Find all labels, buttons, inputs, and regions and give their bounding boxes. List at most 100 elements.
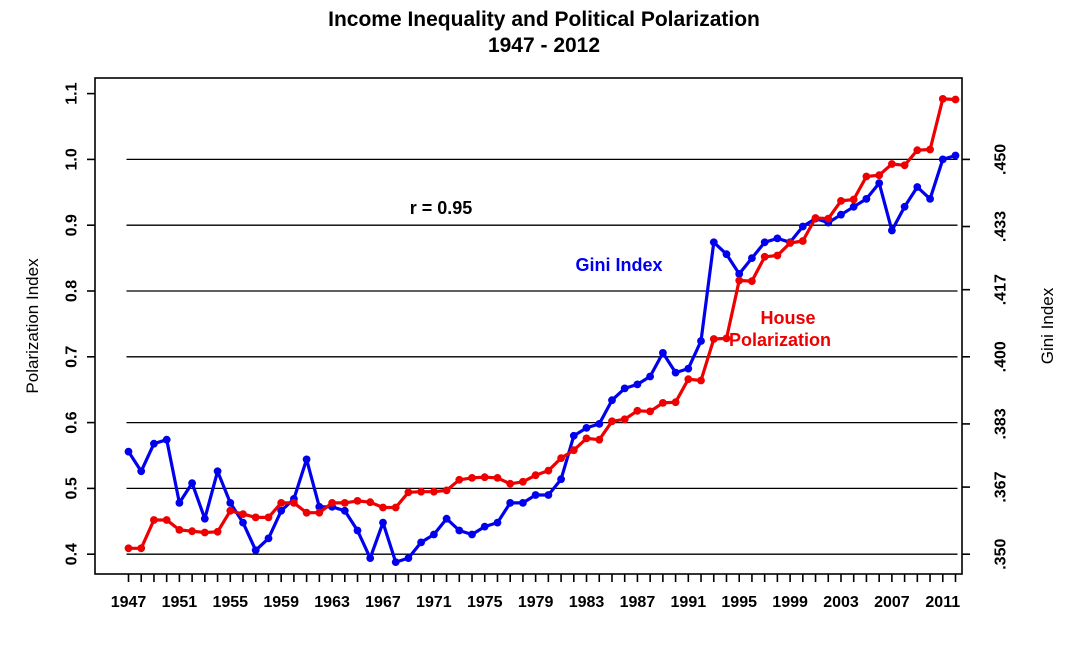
house-line bbox=[126, 97, 958, 550]
x-axis-tick-label: 1967 bbox=[365, 594, 401, 611]
house-point bbox=[328, 499, 336, 507]
house-point bbox=[608, 417, 616, 426]
house-point bbox=[786, 239, 794, 247]
correlation-annotation: r = 0.95 bbox=[410, 198, 473, 218]
house-point bbox=[913, 146, 922, 155]
left-axis-tick-label: 1.0 bbox=[64, 148, 81, 170]
gini-point bbox=[620, 384, 629, 393]
house-point bbox=[442, 486, 451, 495]
gini-point bbox=[849, 202, 858, 211]
house-point bbox=[379, 503, 387, 512]
x-axis-tick-label: 1955 bbox=[212, 594, 248, 611]
gini-point bbox=[200, 514, 209, 523]
house-point bbox=[671, 398, 680, 407]
right-axis-tick-label: .367 bbox=[993, 471, 1010, 502]
house-point bbox=[137, 544, 146, 553]
tick-labels-layer: 0.4 0.5 0.6 0.7 0.8 0.9 1.0 1.1 .350 .367 .383 .400… bbox=[64, 82, 1010, 611]
house-point bbox=[888, 160, 896, 168]
gini-point bbox=[340, 506, 349, 515]
house-point bbox=[684, 375, 693, 384]
gini-point bbox=[468, 530, 476, 539]
gini-point bbox=[735, 270, 744, 278]
plot-frame bbox=[94, 77, 963, 575]
gini-point bbox=[391, 558, 400, 566]
gini-point bbox=[277, 506, 286, 515]
house-point bbox=[926, 145, 934, 154]
house-point bbox=[124, 544, 133, 553]
left-axis-tick-label: 1.1 bbox=[64, 82, 81, 104]
chart-title: Income Inequality and Political Polariza… bbox=[328, 8, 760, 31]
house-point bbox=[798, 237, 807, 245]
house-point bbox=[824, 214, 833, 223]
gini-point bbox=[150, 439, 158, 448]
gini-point bbox=[569, 431, 578, 440]
house-point bbox=[188, 527, 197, 536]
gini-point bbox=[671, 368, 680, 377]
house-point bbox=[455, 475, 464, 484]
house-point bbox=[264, 513, 273, 522]
gini-point bbox=[875, 179, 884, 188]
house-point bbox=[760, 252, 769, 261]
gini-point bbox=[951, 151, 960, 160]
gini-point bbox=[798, 222, 807, 231]
gini-point bbox=[455, 526, 464, 535]
gini-point bbox=[264, 534, 273, 543]
gini-point bbox=[417, 538, 425, 547]
gini-point bbox=[353, 526, 362, 535]
house-point bbox=[837, 197, 845, 205]
house-point bbox=[391, 503, 400, 512]
house-point bbox=[468, 474, 476, 482]
right-axis-title: Gini Index bbox=[1038, 287, 1057, 364]
house-point bbox=[506, 479, 515, 488]
house-point bbox=[353, 497, 362, 505]
house-point bbox=[544, 466, 553, 475]
x-axis-tick-label: 1979 bbox=[518, 594, 554, 611]
right-axis-tick-label: .383 bbox=[993, 408, 1010, 439]
house-point bbox=[213, 527, 222, 536]
house-point bbox=[811, 214, 820, 222]
gini-point bbox=[430, 530, 438, 539]
gini-point bbox=[938, 155, 947, 164]
gini-point bbox=[175, 499, 184, 507]
gini-point bbox=[697, 337, 705, 345]
right-axis-tick-label: .400 bbox=[993, 341, 1010, 372]
house-point bbox=[162, 516, 171, 524]
gridlines-layer bbox=[126, 158, 958, 555]
house-point bbox=[697, 376, 705, 385]
gini-point bbox=[862, 195, 871, 203]
house-point bbox=[900, 161, 909, 170]
right-axis-tick-label: .450 bbox=[993, 144, 1010, 175]
gini-point bbox=[557, 475, 565, 484]
house-point bbox=[200, 528, 209, 537]
house-point bbox=[620, 415, 629, 424]
x-axis-tick-label: 1959 bbox=[263, 594, 299, 611]
gini-point bbox=[162, 435, 171, 444]
house-point bbox=[646, 407, 654, 416]
house-point bbox=[748, 277, 756, 285]
house-point bbox=[849, 195, 858, 204]
gini-point bbox=[315, 502, 324, 511]
right-axis-tick-label: .433 bbox=[993, 211, 1010, 242]
gini-point bbox=[646, 372, 654, 381]
house-point bbox=[875, 171, 884, 180]
house-point bbox=[315, 508, 324, 517]
gini-point bbox=[239, 518, 247, 527]
house-point bbox=[582, 434, 591, 443]
gini-point bbox=[213, 467, 222, 476]
x-axis-tick-label: 1991 bbox=[671, 594, 707, 611]
house-point bbox=[659, 399, 667, 407]
gini-point bbox=[302, 455, 311, 464]
gini-point bbox=[544, 491, 553, 499]
house-point bbox=[417, 487, 425, 496]
gini-point bbox=[124, 447, 133, 456]
gini-point bbox=[519, 499, 527, 507]
axis-ticks-layer bbox=[87, 92, 970, 582]
gini-point bbox=[137, 467, 146, 476]
gini-point bbox=[608, 396, 616, 405]
x-axis-tick-label: 1963 bbox=[314, 594, 350, 611]
gini-point bbox=[913, 183, 922, 191]
x-axis-tick-label: 1999 bbox=[772, 594, 808, 611]
house-point bbox=[531, 471, 540, 480]
house-point bbox=[951, 95, 960, 104]
